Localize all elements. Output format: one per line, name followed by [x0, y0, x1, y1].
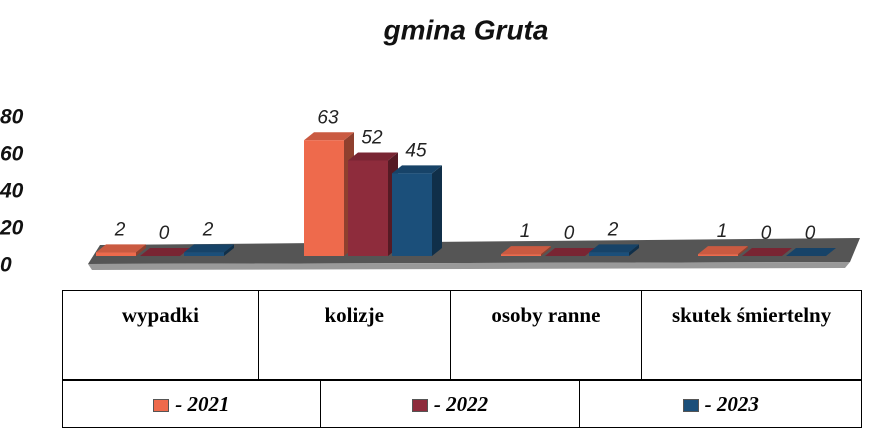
value-label: 2 [607, 219, 619, 240]
bar [501, 254, 541, 256]
legend-label: - 2021 [175, 391, 230, 416]
bar-top [786, 248, 836, 256]
value-label: 2 [114, 219, 126, 240]
y-tick-label: 80 [0, 106, 24, 129]
value-label: 2 [202, 219, 214, 240]
legend: - 2021 - 2022 - 2023 [62, 380, 862, 428]
value-label: 1 [717, 221, 728, 242]
x-tick-label: kolizje [257, 290, 451, 380]
bar-side [629, 244, 639, 256]
bar-top [698, 246, 748, 255]
floor-edge [88, 262, 850, 270]
legend-swatch [411, 399, 428, 413]
bar-top [392, 165, 442, 174]
legend-entry: - 2023 [579, 380, 862, 428]
value-label: 45 [405, 140, 427, 161]
legend-swatch [682, 399, 699, 413]
floor [88, 238, 860, 264]
y-tick-label: 0 [0, 254, 12, 277]
x-tick-label: osoby ranne [449, 290, 643, 380]
bar-top [96, 244, 146, 253]
value-label: 0 [761, 223, 772, 244]
bar-top [140, 248, 190, 256]
chart-title: gmina Gruta [383, 14, 549, 45]
bar-top [348, 152, 398, 161]
bar-side [224, 244, 234, 256]
bar-top [501, 246, 551, 255]
bar [96, 252, 136, 256]
value-label: 1 [520, 221, 531, 242]
category-table: wypadki kolizje osoby ranne skutek śmiertel… [62, 290, 862, 380]
bar-side [541, 246, 551, 256]
x-tick-label: skutek śmiertelny [641, 290, 862, 380]
x-tick-label: wypadki [62, 290, 259, 380]
y-tick-label: 60 [0, 143, 24, 166]
legend-label: - 2023 [704, 391, 759, 416]
category-row: wypadki kolizje osoby ranne skutek śmiertel… [62, 290, 862, 380]
value-label: 52 [361, 127, 383, 148]
bar [304, 140, 344, 256]
bar [348, 160, 388, 256]
bar [589, 252, 629, 256]
y-tick-label: 20 [0, 217, 24, 240]
bar-side [738, 246, 748, 256]
legend-entry: - 2021 [62, 380, 321, 428]
legend-swatch [153, 399, 170, 413]
legend-row: - 2021 - 2022 - 2023 [62, 380, 862, 428]
bar [184, 252, 224, 256]
bar [392, 173, 432, 256]
bar [698, 254, 738, 256]
bar-top [589, 244, 639, 253]
value-label: 0 [564, 223, 575, 244]
value-label: 0 [159, 223, 170, 244]
value-label: 63 [317, 107, 339, 128]
bar-top [304, 132, 354, 141]
value-label: 0 [805, 223, 816, 244]
bar-top [184, 244, 234, 253]
bar-top [545, 248, 595, 256]
legend-label: - 2022 [433, 391, 489, 416]
bar-side [432, 165, 442, 256]
bar-top [742, 248, 792, 256]
y-tick-label: 40 [0, 180, 24, 203]
bar-side [136, 244, 146, 256]
legend-entry: - 2022 [319, 380, 581, 428]
